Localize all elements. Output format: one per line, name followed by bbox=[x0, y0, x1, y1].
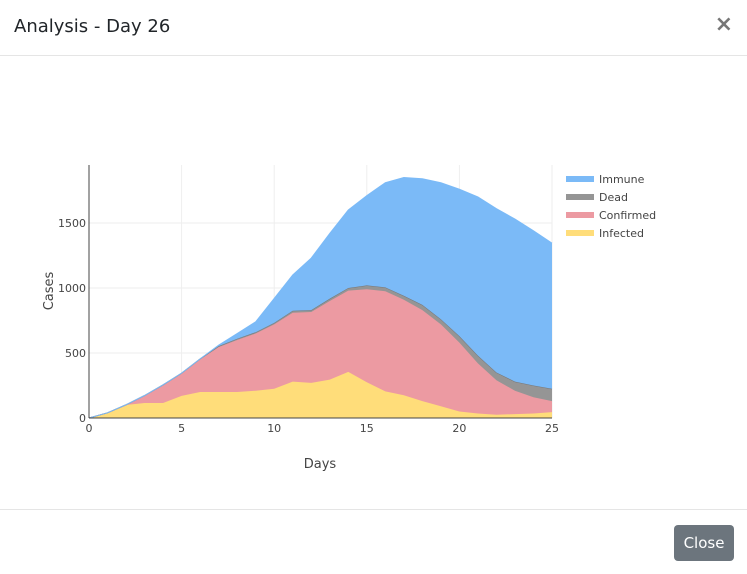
close-icon[interactable]: × bbox=[714, 12, 733, 37]
y-tick-label: 1000 bbox=[58, 282, 86, 295]
x-tick-label: 15 bbox=[360, 422, 374, 435]
x-tick-label: 0 bbox=[86, 422, 93, 435]
area-infected bbox=[89, 371, 552, 418]
legend-label-infected: Infected bbox=[599, 227, 644, 240]
dialog-header: Analysis - Day 26 × bbox=[0, 0, 747, 56]
line-immune bbox=[88, 176, 553, 419]
x-tick-label: 20 bbox=[452, 422, 466, 435]
legend-label-confirmed: Confirmed bbox=[599, 209, 656, 222]
legend-swatch-confirmed bbox=[566, 212, 594, 218]
y-tick-label: 0 bbox=[79, 412, 86, 425]
area-dead bbox=[89, 285, 552, 418]
legend-label-immune: Immune bbox=[599, 173, 645, 186]
dialog-footer bbox=[0, 509, 747, 574]
y-tick-label: 500 bbox=[65, 347, 86, 360]
legend-swatch-dead bbox=[566, 194, 594, 200]
x-axis-label: Days bbox=[304, 457, 337, 472]
close-button[interactable]: Close bbox=[674, 525, 734, 561]
legend-label-dead: Dead bbox=[599, 191, 628, 204]
area-immune bbox=[89, 177, 552, 418]
area-confirmed bbox=[89, 289, 552, 418]
x-tick-label: 25 bbox=[545, 422, 559, 435]
y-axis-label: Cases bbox=[42, 271, 57, 310]
legend-swatch-infected bbox=[566, 230, 594, 236]
x-tick-label: 5 bbox=[178, 422, 185, 435]
y-tick-label: 1500 bbox=[58, 217, 86, 230]
legend-swatch-immune bbox=[566, 176, 594, 182]
dialog-title: Analysis - Day 26 bbox=[14, 16, 171, 37]
x-tick-label: 10 bbox=[267, 422, 281, 435]
